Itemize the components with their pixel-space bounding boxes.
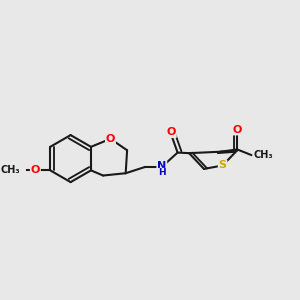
- Text: CH₃: CH₃: [1, 165, 20, 176]
- Text: O: O: [232, 124, 242, 135]
- Text: CH₃: CH₃: [253, 150, 273, 160]
- Text: O: O: [106, 134, 115, 144]
- Text: N: N: [157, 161, 167, 171]
- Text: H: H: [158, 168, 166, 177]
- Text: O: O: [167, 127, 176, 137]
- Text: S: S: [219, 160, 226, 170]
- Text: O: O: [31, 165, 40, 176]
